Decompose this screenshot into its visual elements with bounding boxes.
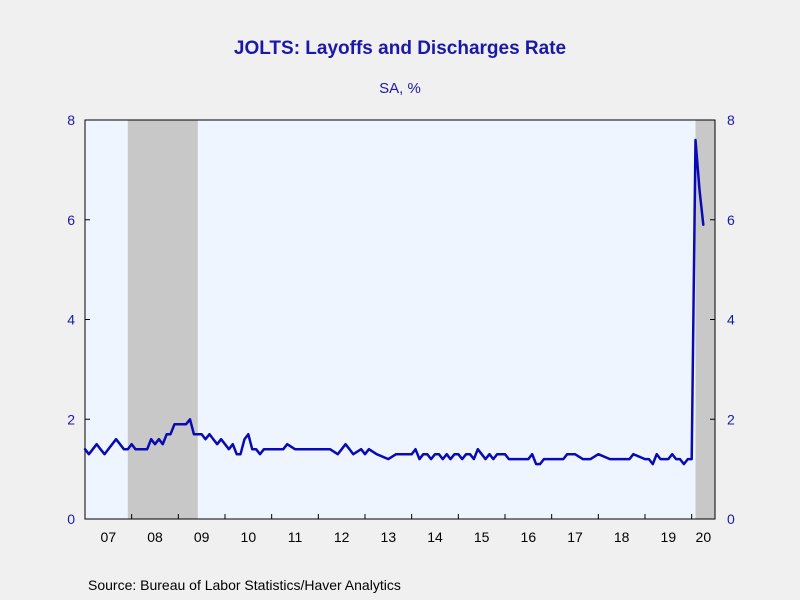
x-tick-label: 09 [194,529,210,545]
y-tick-label-left: 2 [67,411,75,427]
y-tick-label-right: 2 [727,411,735,427]
y-tick-label-right: 0 [727,511,735,527]
x-tick-label: 14 [427,529,443,545]
y-tick-label-right: 4 [727,312,735,328]
y-tick-label-right: 8 [727,112,735,128]
y-tick-label-left: 0 [67,511,75,527]
chart-source: Source: Bureau of Labor Statistics/Haver… [88,577,401,593]
x-tick-label: 12 [334,529,350,545]
chart-title: JOLTS: Layoffs and Discharges Rate [233,38,567,59]
recession-band-0 [127,120,198,519]
y-tick-label-right: 6 [727,212,735,228]
y-tick-label-left: 6 [67,212,75,228]
x-tick-label: 13 [381,529,397,545]
x-tick-label: 18 [614,529,630,545]
x-tick-label: 19 [661,529,677,545]
x-tick-label: 10 [241,529,257,545]
x-tick-label: 15 [474,529,490,545]
x-tick-label: 17 [567,529,583,545]
x-tick-label: 16 [521,529,537,545]
x-tick-label: 08 [147,529,163,545]
series-line-0 [83,138,705,466]
y-tick-label-left: 4 [67,312,75,328]
y-tick-label-left: 8 [67,112,75,128]
chart-subtitle: SA, % [379,80,421,97]
x-tick-label: 11 [288,529,303,545]
x-tick-label: 07 [101,529,117,545]
x-tick-label: 20 [696,529,712,545]
